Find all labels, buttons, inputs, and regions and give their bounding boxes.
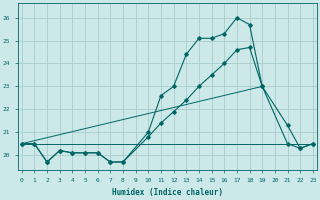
X-axis label: Humidex (Indice chaleur): Humidex (Indice chaleur) [112,188,223,197]
